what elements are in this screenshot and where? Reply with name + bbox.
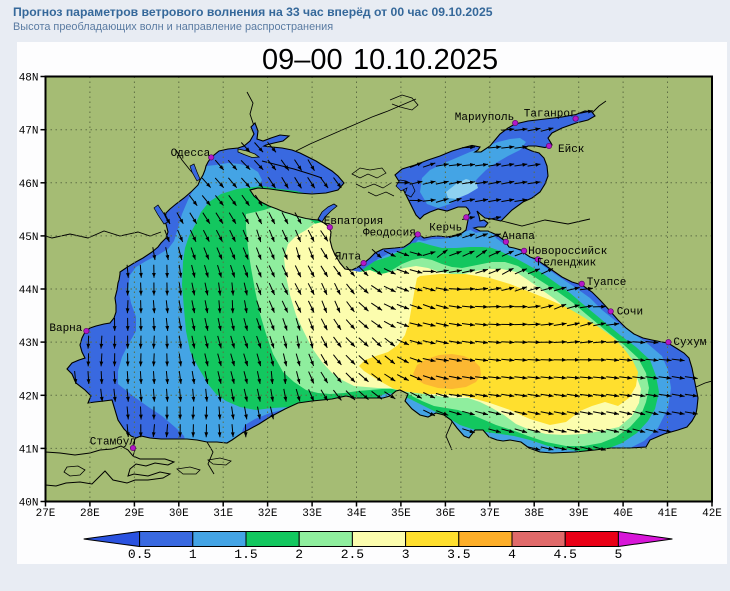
svg-text:Туапсе: Туапсе	[587, 277, 627, 289]
svg-text:Варна: Варна	[49, 323, 82, 335]
svg-text:10.10.2025: 10.10.2025	[353, 44, 498, 76]
svg-text:41E: 41E	[658, 508, 678, 520]
svg-text:33E: 33E	[302, 508, 322, 520]
svg-text:2.5: 2.5	[341, 547, 364, 562]
svg-text:37E: 37E	[480, 508, 500, 520]
svg-text:31E: 31E	[213, 508, 233, 520]
svg-text:Сочи: Сочи	[617, 306, 643, 318]
svg-text:3.5: 3.5	[447, 547, 470, 562]
svg-text:0.5: 0.5	[128, 547, 151, 562]
svg-text:1: 1	[189, 547, 197, 562]
svg-text:27E: 27E	[36, 508, 56, 520]
svg-text:Керчь: Керчь	[429, 222, 462, 234]
svg-text:35E: 35E	[391, 508, 411, 520]
svg-text:36E: 36E	[435, 508, 455, 520]
svg-text:44N: 44N	[19, 285, 39, 297]
svg-text:40N: 40N	[19, 498, 39, 510]
svg-text:41N: 41N	[19, 444, 39, 456]
svg-text:Одесса: Одесса	[171, 148, 211, 160]
svg-text:2: 2	[295, 547, 303, 562]
svg-text:40E: 40E	[613, 508, 633, 520]
svg-text:Геленджик: Геленджик	[537, 257, 596, 269]
svg-text:3: 3	[402, 547, 410, 562]
svg-text:Таганрог: Таганрог	[524, 109, 577, 121]
svg-text:Новороссийск: Новороссийск	[528, 246, 607, 258]
svg-text:1.5: 1.5	[234, 547, 257, 562]
svg-text:29E: 29E	[124, 508, 144, 520]
svg-text:5: 5	[614, 547, 622, 562]
svg-text:34E: 34E	[347, 508, 367, 520]
svg-text:30E: 30E	[169, 508, 189, 520]
svg-text:48N: 48N	[19, 73, 39, 85]
svg-text:42E: 42E	[702, 508, 722, 520]
svg-text:4: 4	[508, 547, 516, 562]
svg-text:42N: 42N	[19, 391, 39, 403]
svg-text:43N: 43N	[19, 338, 39, 350]
svg-text:Анапа: Анапа	[502, 231, 535, 243]
svg-text:46N: 46N	[19, 179, 39, 191]
svg-text:Ялта: Ялта	[335, 252, 362, 264]
svg-text:32E: 32E	[258, 508, 278, 520]
svg-text:09–00: 09–00	[262, 44, 343, 76]
svg-text:47N: 47N	[19, 126, 39, 138]
svg-text:Мариуполь: Мариуполь	[455, 112, 514, 124]
svg-text:Ейск: Ейск	[558, 144, 584, 156]
svg-text:38E: 38E	[524, 508, 544, 520]
svg-text:Евпатория: Евпатория	[324, 216, 383, 228]
svg-text:Сухум: Сухум	[673, 337, 706, 349]
svg-text:4.5: 4.5	[553, 547, 576, 562]
svg-text:39E: 39E	[569, 508, 589, 520]
svg-text:Феодосия: Феодосия	[363, 227, 416, 239]
svg-text:Стамбул: Стамбул	[90, 436, 136, 449]
svg-text:28E: 28E	[80, 508, 100, 520]
svg-text:45N: 45N	[19, 232, 39, 244]
